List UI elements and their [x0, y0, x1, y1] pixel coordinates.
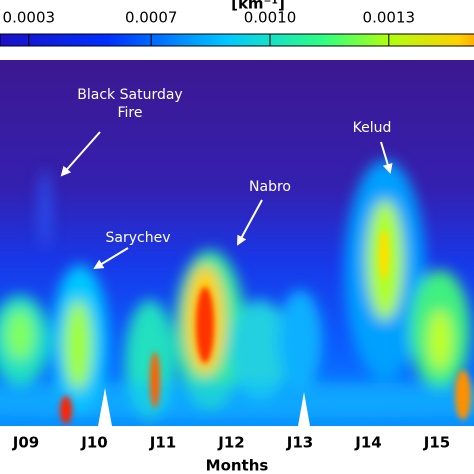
annotation-label: Fire: [118, 105, 143, 121]
colorbar-tick-label: 0.0003: [3, 9, 56, 27]
colorbar-tick-label: 0.0013: [363, 9, 416, 27]
annotation-arrow: [93, 247, 129, 270]
annotation-label: Kelud: [353, 120, 392, 136]
x-tick-label: J11: [149, 434, 176, 452]
heatmap-field: [0, 60, 474, 426]
x-tick-label: J12: [217, 434, 244, 452]
x-axis-label: Months: [206, 457, 269, 474]
annotation-label: Black Saturday: [77, 87, 182, 103]
annotation-arrow: [237, 199, 263, 246]
colorbar-tick-label: 0.0007: [125, 9, 178, 27]
annotation-label: Nabro: [249, 179, 291, 195]
x-tick-label: J10: [80, 434, 107, 452]
colorbar-unit: [km⁻¹]: [231, 0, 285, 13]
annotation-arrow: [380, 141, 393, 174]
annotation-label: Sarychev: [106, 230, 171, 246]
annotation-arrow: [60, 131, 101, 177]
colorbar-gradient: [0, 33, 474, 47]
colorbar-tick-label: 0.0010: [244, 9, 297, 27]
x-tick-label: J13: [286, 434, 313, 452]
x-tick-label: J15: [423, 434, 450, 452]
x-tick-label: J09: [12, 434, 39, 452]
x-tick-label: J14: [354, 434, 381, 452]
